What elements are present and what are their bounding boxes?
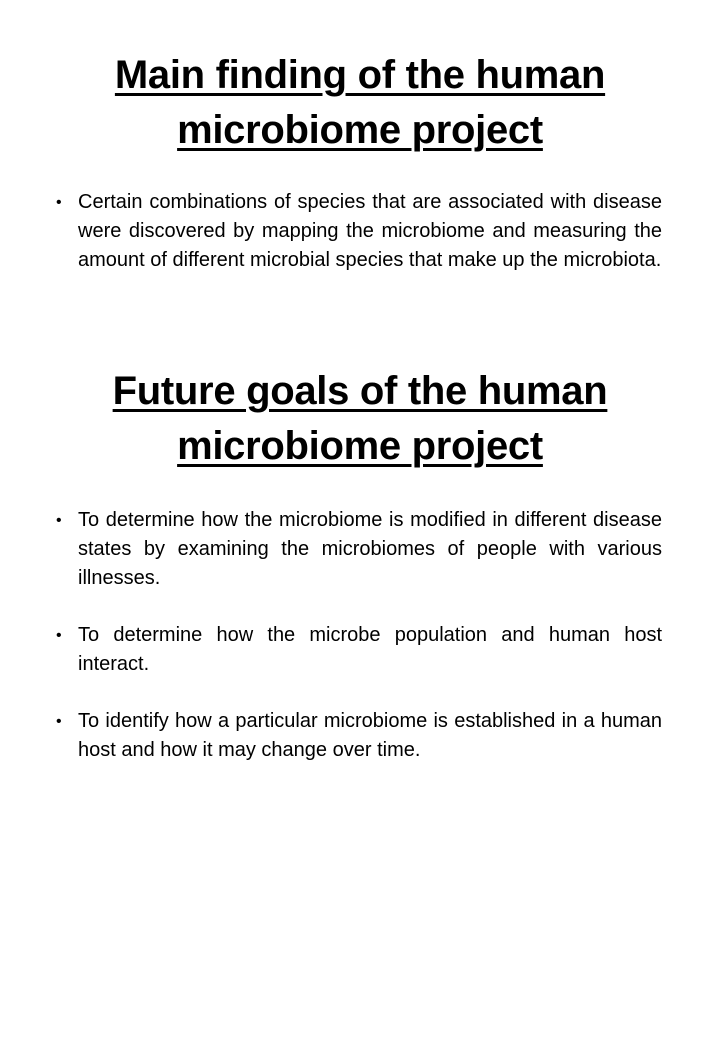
bullet-icon: • [56, 627, 62, 644]
section-heading: Future goals of the human microbiome pro… [112, 369, 608, 468]
bullet-text: To identify how a particular microbiome … [78, 710, 662, 761]
bullet-text: To determine how the microbiome is modif… [78, 509, 662, 589]
bullet-item: • To determine how the microbe populatio… [56, 621, 662, 679]
bullet-icon: • [56, 512, 62, 529]
bullet-icon: • [56, 713, 62, 730]
bullet-list: • Certain combinations of species that a… [56, 188, 662, 303]
bullet-item: • To identify how a particular microbiom… [56, 707, 662, 765]
bullet-icon: • [56, 194, 62, 211]
section-heading: Main finding of the human microbiome pro… [114, 53, 606, 152]
main-finding-section: Main finding of the human microbiome pro… [0, 48, 720, 271]
bullet-text: Certain combinations of species that are… [78, 191, 662, 271]
bullet-item: • Certain combinations of species that a… [56, 188, 662, 275]
bullet-list: • To determine how the microbiome is mod… [56, 506, 662, 793]
future-goals-section: Future goals of the human microbiome pro… [0, 364, 720, 761]
bullet-item: • To determine how the microbiome is mod… [56, 506, 662, 593]
bullet-text: To determine how the microbe population … [78, 624, 662, 675]
